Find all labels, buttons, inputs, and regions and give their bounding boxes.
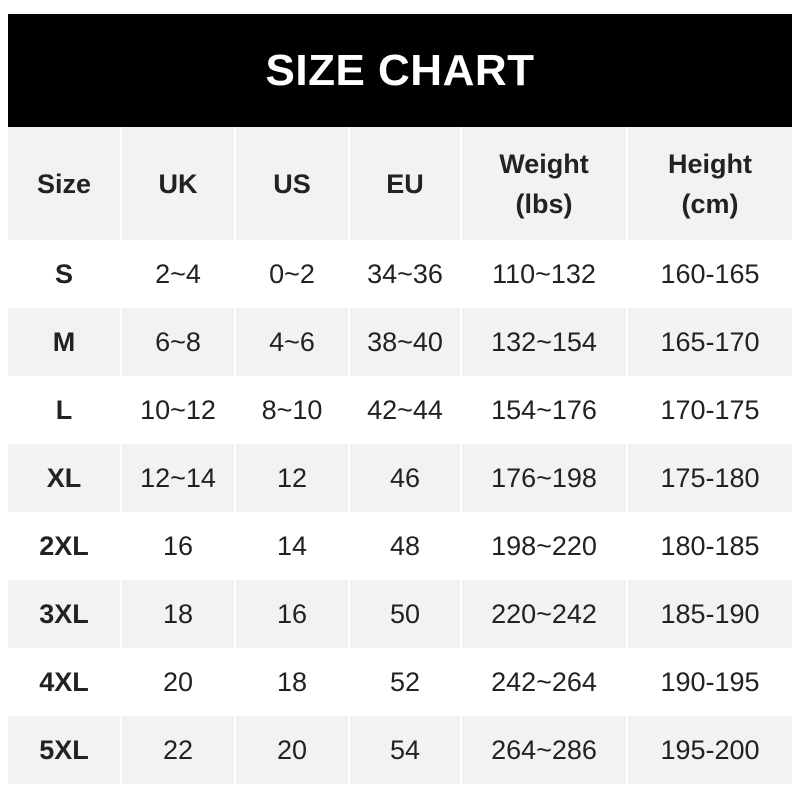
column-header-weight: Weight (lbs) xyxy=(462,127,626,240)
table-row: L 10~12 8~10 42~44 154~176 170-175 xyxy=(8,376,792,444)
cell-height: 195-200 xyxy=(628,716,792,784)
cell-height: 175-180 xyxy=(628,444,792,512)
cell-size: 4XL xyxy=(8,648,120,716)
column-header-uk: UK xyxy=(122,127,234,240)
cell-us: 14 xyxy=(236,512,348,580)
cell-weight: 198~220 xyxy=(462,512,626,580)
table-row: 2XL 16 14 48 198~220 180-185 xyxy=(8,512,792,580)
column-header-eu: EU xyxy=(350,127,460,240)
cell-uk: 22 xyxy=(122,716,234,784)
cell-eu: 52 xyxy=(350,648,460,716)
cell-eu: 38~40 xyxy=(350,308,460,376)
cell-us: 12 xyxy=(236,444,348,512)
cell-weight: 110~132 xyxy=(462,240,626,308)
cell-size: XL xyxy=(8,444,120,512)
cell-us: 4~6 xyxy=(236,308,348,376)
cell-uk: 16 xyxy=(122,512,234,580)
table-row: 4XL 20 18 52 242~264 190-195 xyxy=(8,648,792,716)
cell-us: 18 xyxy=(236,648,348,716)
cell-weight: 132~154 xyxy=(462,308,626,376)
cell-weight: 242~264 xyxy=(462,648,626,716)
cell-height: 165-170 xyxy=(628,308,792,376)
cell-eu: 34~36 xyxy=(350,240,460,308)
cell-size: L xyxy=(8,376,120,444)
cell-height: 180-185 xyxy=(628,512,792,580)
cell-eu: 46 xyxy=(350,444,460,512)
cell-size: S xyxy=(8,240,120,308)
cell-uk: 10~12 xyxy=(122,376,234,444)
header-row: Size UK US EU Weight (lbs) Height (cm) xyxy=(8,127,792,240)
cell-height: 160-165 xyxy=(628,240,792,308)
cell-us: 0~2 xyxy=(236,240,348,308)
cell-eu: 42~44 xyxy=(350,376,460,444)
cell-eu: 54 xyxy=(350,716,460,784)
cell-weight: 264~286 xyxy=(462,716,626,784)
column-header-us: US xyxy=(236,127,348,240)
cell-uk: 6~8 xyxy=(122,308,234,376)
cell-height: 170-175 xyxy=(628,376,792,444)
cell-height: 185-190 xyxy=(628,580,792,648)
cell-size: 2XL xyxy=(8,512,120,580)
cell-uk: 18 xyxy=(122,580,234,648)
cell-weight: 176~198 xyxy=(462,444,626,512)
table-row: S 2~4 0~2 34~36 110~132 160-165 xyxy=(8,240,792,308)
cell-uk: 2~4 xyxy=(122,240,234,308)
table-row: M 6~8 4~6 38~40 132~154 165-170 xyxy=(8,308,792,376)
cell-size: 3XL xyxy=(8,580,120,648)
column-header-height: Height (cm) xyxy=(628,127,792,240)
table-row: 5XL 22 20 54 264~286 195-200 xyxy=(8,716,792,784)
size-chart-title: SIZE CHART xyxy=(8,14,792,127)
cell-us: 8~10 xyxy=(236,376,348,444)
size-table: Size UK US EU Weight (lbs) Height (cm) S 2~4 0~… xyxy=(6,127,794,784)
table-row: XL 12~14 12 46 176~198 175-180 xyxy=(8,444,792,512)
cell-size: M xyxy=(8,308,120,376)
cell-uk: 12~14 xyxy=(122,444,234,512)
cell-us: 20 xyxy=(236,716,348,784)
cell-uk: 20 xyxy=(122,648,234,716)
cell-us: 16 xyxy=(236,580,348,648)
cell-size: 5XL xyxy=(8,716,120,784)
cell-eu: 50 xyxy=(350,580,460,648)
cell-height: 190-195 xyxy=(628,648,792,716)
cell-weight: 154~176 xyxy=(462,376,626,444)
cell-weight: 220~242 xyxy=(462,580,626,648)
cell-eu: 48 xyxy=(350,512,460,580)
column-header-size: Size xyxy=(8,127,120,240)
table-row: 3XL 18 16 50 220~242 185-190 xyxy=(8,580,792,648)
